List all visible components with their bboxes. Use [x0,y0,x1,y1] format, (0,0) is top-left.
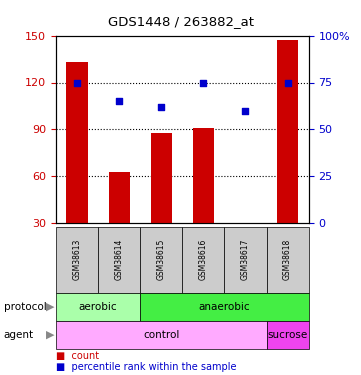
Text: control: control [143,330,179,340]
Bar [140,227,182,292]
Point [200,80,206,86]
Bar [225,227,266,292]
Bar [277,40,298,223]
Bar [151,132,172,223]
Text: GSM38613: GSM38613 [73,239,82,280]
Bar [56,321,266,349]
Bar [109,172,130,223]
Text: GSM38618: GSM38618 [283,239,292,280]
Text: GSM38615: GSM38615 [157,239,166,280]
Bar [66,62,87,223]
Text: GSM38616: GSM38616 [199,239,208,280]
Bar [140,292,309,321]
Point [158,104,164,110]
Text: ■  percentile rank within the sample: ■ percentile rank within the sample [56,362,236,372]
Text: sucrose: sucrose [268,330,308,340]
Point [74,80,80,86]
Bar [98,227,140,292]
Text: protocol: protocol [4,302,46,312]
Text: aerobic: aerobic [79,302,117,312]
Point [116,98,122,104]
Text: GSM38617: GSM38617 [241,239,250,280]
Point [243,108,248,114]
Bar [235,223,256,225]
Text: GDS1448 / 263882_at: GDS1448 / 263882_at [108,15,253,28]
Text: ▶: ▶ [46,330,55,340]
Text: ▶: ▶ [46,302,55,312]
Text: anaerobic: anaerobic [199,302,250,312]
Bar [266,321,309,349]
Point [285,80,291,86]
Text: ■  count: ■ count [56,351,99,361]
Bar [193,128,214,223]
Bar [56,227,98,292]
Text: agent: agent [4,330,34,340]
Bar [266,227,309,292]
Text: GSM38614: GSM38614 [115,239,123,280]
Bar [182,227,225,292]
Bar [56,292,140,321]
